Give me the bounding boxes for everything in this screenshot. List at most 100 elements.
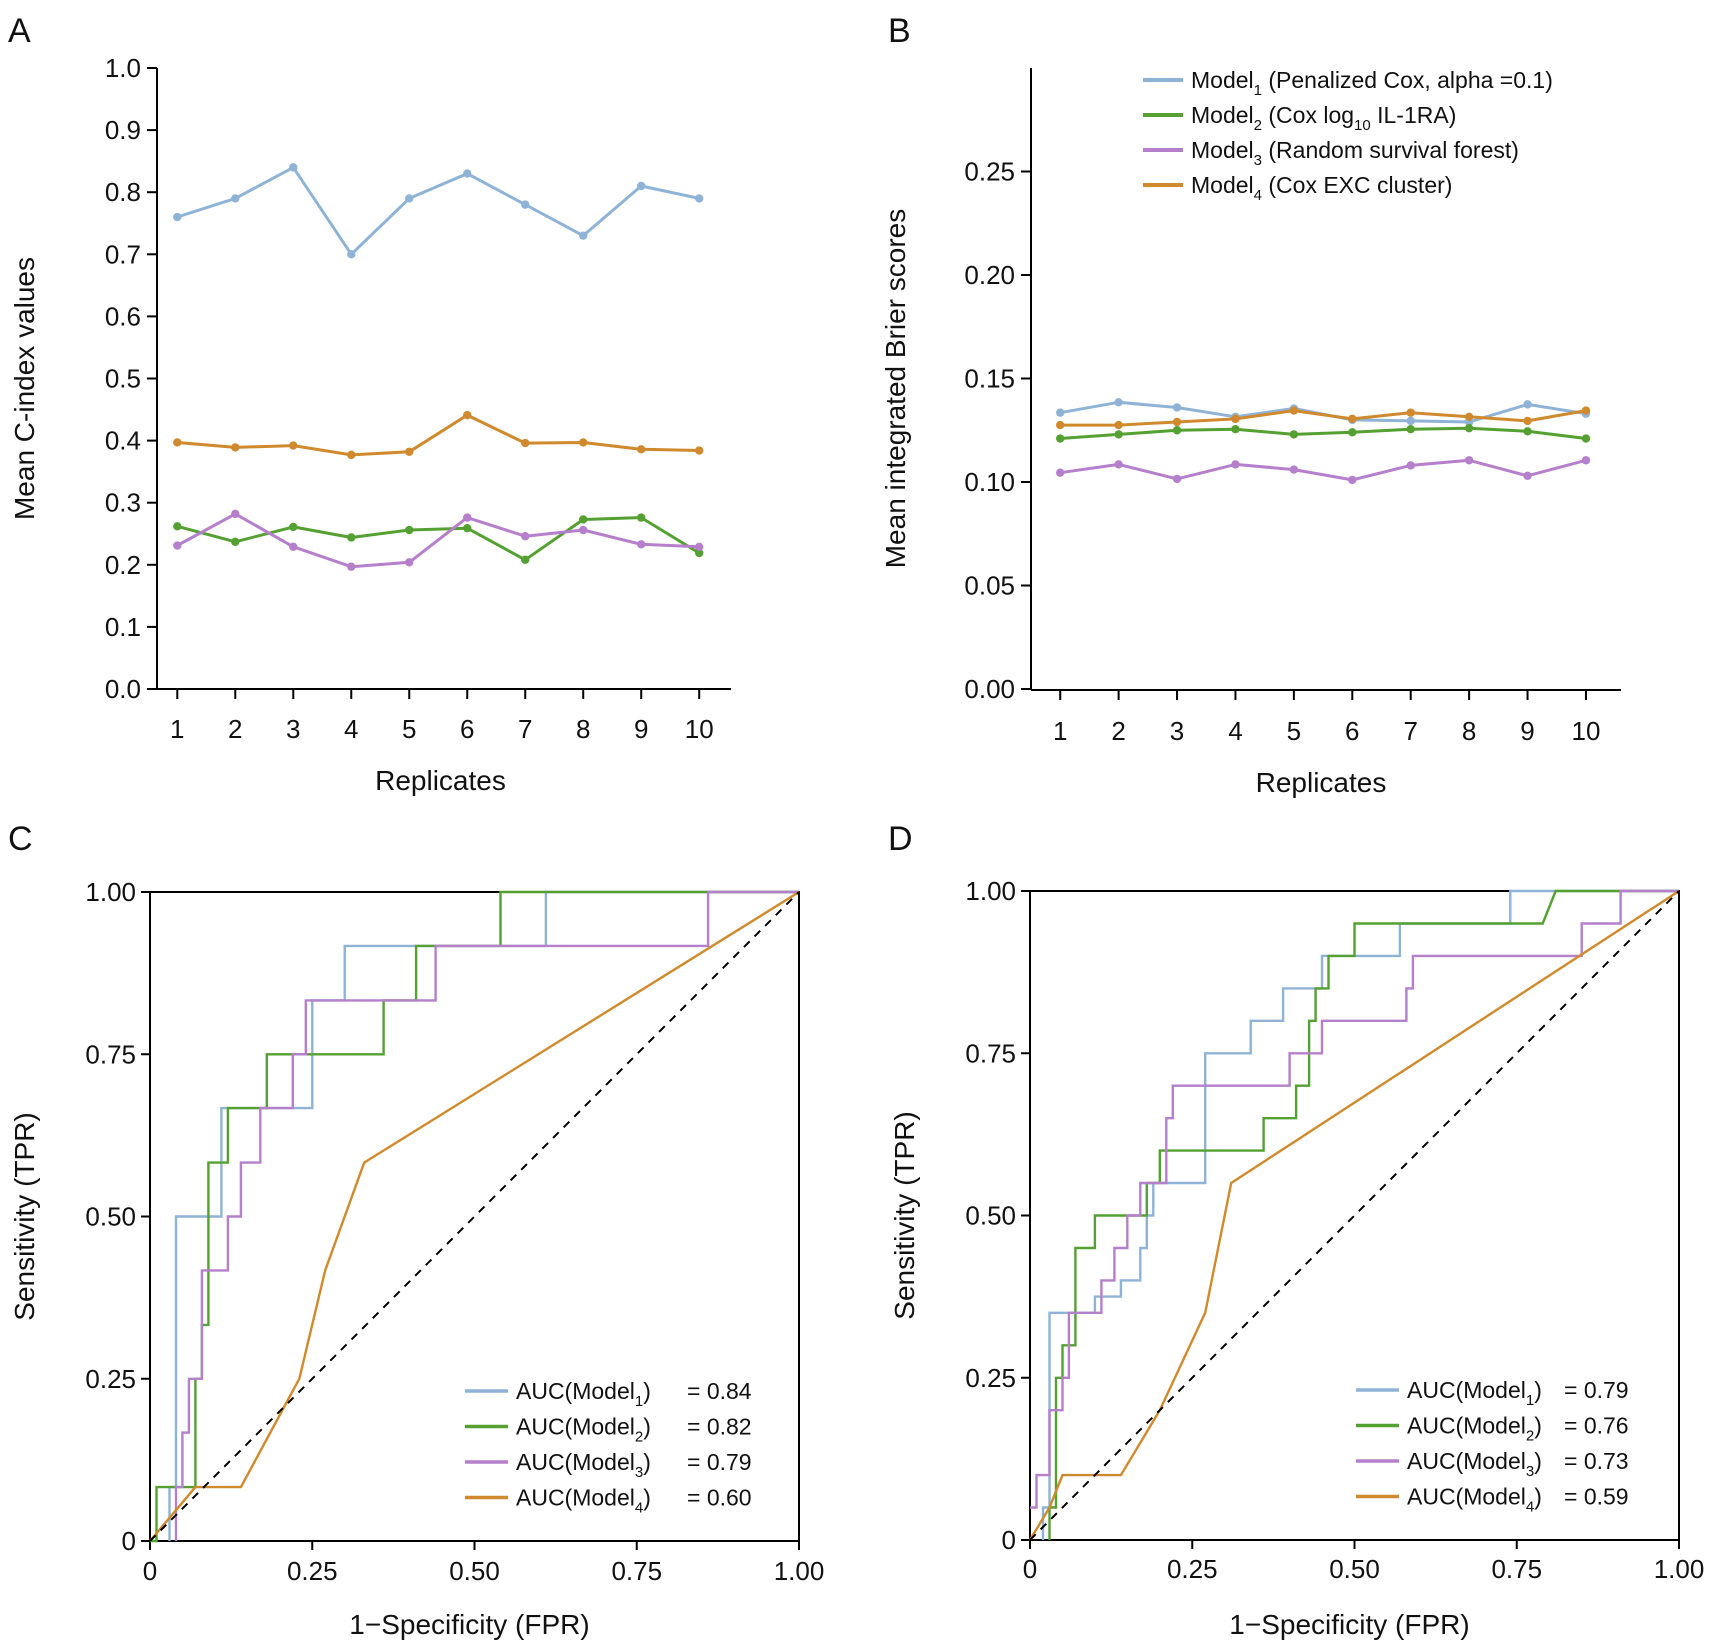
data-point <box>231 443 240 452</box>
x-tick-label: 4 <box>344 714 358 744</box>
legend-entry: AUC(Model1) <box>1407 1377 1542 1409</box>
legend-text: AUC(Model <box>1407 1484 1526 1510</box>
x-tick-label: 0 <box>1023 1554 1037 1584</box>
data-point <box>231 509 240 519</box>
data-point <box>579 515 588 524</box>
series-model4 <box>173 410 704 460</box>
legend-auc-value: = 0.59 <box>1564 1484 1629 1510</box>
roc-curve-model3 <box>174 890 799 1541</box>
y-tick-label: 0.3 <box>105 488 141 518</box>
panel-letter: B <box>888 12 911 50</box>
y-tick-label: 0.75 <box>85 1039 136 1069</box>
legend-text: ) <box>643 1414 651 1440</box>
legend-main: Model <box>1191 137 1254 163</box>
x-tick-label: 9 <box>634 714 648 744</box>
legend-text: ) <box>643 1485 651 1511</box>
data-point <box>289 441 298 450</box>
x-axis-label: 1−Specificity (FPR) <box>349 1609 589 1640</box>
x-tick-label: 1.00 <box>774 1556 825 1586</box>
legend-entry: Model2 (Cox log10 IL-1RA) <box>1191 102 1456 134</box>
x-tick-label: 3 <box>286 714 300 744</box>
y-tick-label: 0.75 <box>965 1038 1016 1068</box>
series-model3 <box>173 509 704 571</box>
x-tick-label: 6 <box>460 714 474 744</box>
legend-auc-value: = 0.84 <box>687 1378 752 1404</box>
legend-entry: AUC(Model3) <box>516 1449 651 1481</box>
axes: 0 0.25 0.50 0.75 1.00 0 0.25 0.50 0.75 1.00 <box>965 876 1704 1584</box>
y-tick-label: 0.8 <box>105 177 141 207</box>
data-point <box>1523 471 1532 480</box>
legend-main: Model <box>1191 102 1254 128</box>
data-point <box>1114 398 1123 407</box>
x-tick-label: 7 <box>1403 716 1417 746</box>
legend-text: AUC(Model <box>516 1414 635 1440</box>
data-point <box>1172 417 1182 427</box>
legend-auc-value: = 0.79 <box>1564 1377 1629 1403</box>
y-tick-label: 1.00 <box>965 876 1016 906</box>
data-point <box>695 542 704 551</box>
y-tick-label: 0 <box>1002 1525 1016 1555</box>
y-tick-label: 0.05 <box>964 571 1015 601</box>
y-axis-label: Sensitivity (TPR) <box>889 1111 920 1319</box>
legend-text: ) <box>1534 1377 1542 1403</box>
x-tick-label: 0.50 <box>1329 1554 1380 1584</box>
data-point <box>405 558 414 567</box>
y-tick-label: 1.0 <box>105 53 141 83</box>
x-axis-label: Replicates <box>375 765 506 796</box>
data-point <box>1581 434 1591 443</box>
data-point <box>1289 465 1299 474</box>
legend-entry: AUC(Model2) <box>1407 1413 1542 1445</box>
x-tick-label: 3 <box>1170 716 1184 746</box>
legend-text: AUC(Model <box>516 1485 635 1511</box>
x-tick-label: 2 <box>1111 716 1125 746</box>
y-tick-label: 0.9 <box>105 115 141 145</box>
data-point <box>173 212 182 222</box>
x-tick-label: 10 <box>685 714 714 744</box>
y-tick-label: 0.4 <box>105 426 141 456</box>
y-tick-label: 0.7 <box>105 239 141 269</box>
axes: 0.00 0.05 0.10 0.15 0.20 0.25 1 2 3 4 5 6 7 8 9 10 <box>964 68 1621 746</box>
data-point <box>347 450 356 460</box>
y-tick-label: 0 <box>122 1526 136 1556</box>
x-tick-label: 0.75 <box>611 1556 662 1586</box>
data-point <box>695 446 704 455</box>
series-line-model3 <box>1059 458 1587 482</box>
y-tick-label: 0.25 <box>964 157 1015 187</box>
y-axis-label: Mean C-index values <box>9 257 40 520</box>
data-point <box>1289 406 1299 415</box>
legend-entry: AUC(Model1) <box>516 1378 651 1410</box>
legend-auc-value: = 0.82 <box>687 1414 752 1440</box>
legend-text: ) <box>1534 1448 1542 1474</box>
data-point <box>1406 425 1415 434</box>
legend-main: Model <box>1191 172 1254 198</box>
legend-text: ) <box>643 1378 651 1404</box>
data-point <box>1114 460 1123 469</box>
legend-text: AUC(Model <box>1407 1413 1526 1439</box>
data-point <box>1056 420 1065 430</box>
chance-diagonal <box>1029 890 1680 1541</box>
series-line-model4 <box>177 413 700 457</box>
panel-c: C 0 0.25 0.50 0.75 1.00 0 0.25 0.50 0.75 1.00 1−Spe… <box>8 820 824 1640</box>
legend-text: ) <box>1534 1413 1542 1439</box>
data-point <box>1231 425 1240 434</box>
series-model3 <box>1056 456 1591 485</box>
legend-text: ) <box>643 1449 651 1475</box>
x-tick-label: 2 <box>228 714 242 744</box>
data-point <box>637 540 646 549</box>
x-tick-label: 4 <box>1228 716 1242 746</box>
data-point <box>173 522 182 531</box>
data-point <box>1231 414 1240 424</box>
x-tick-label: 10 <box>1571 716 1600 746</box>
data-point <box>405 525 414 535</box>
y-tick-label: 0.20 <box>964 260 1015 290</box>
data-point <box>521 555 530 565</box>
data-point <box>1172 403 1182 412</box>
series-model2 <box>1056 423 1591 443</box>
data-point <box>231 194 240 203</box>
series-line-model2 <box>1060 426 1587 440</box>
data-point <box>1581 456 1591 465</box>
legend-entry: AUC(Model2) <box>516 1414 651 1446</box>
legend-subscript: 3 <box>1526 1463 1534 1480</box>
x-tick-label: 5 <box>1287 716 1301 746</box>
data-point <box>173 438 182 447</box>
